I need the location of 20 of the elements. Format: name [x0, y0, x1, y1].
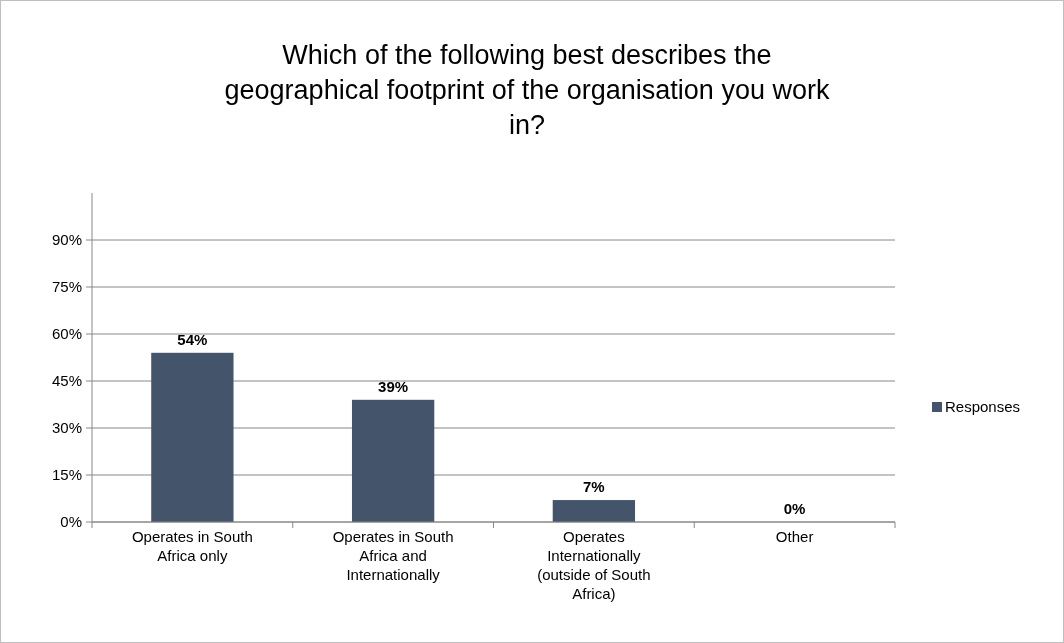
x-tick-label: Operates in South Africa only [131, 528, 253, 564]
y-tick-label: 0% [60, 513, 82, 531]
y-tick-label: 90% [51, 231, 82, 249]
y-tick-label: 15% [51, 466, 82, 484]
x-tick-label: Operates in South Africa and Internationally [332, 528, 454, 583]
legend-label: Responses [945, 398, 1021, 416]
data-label: 39% [378, 377, 409, 395]
y-tick-label: 30% [51, 419, 82, 437]
data-label: 0% [783, 500, 806, 517]
bar [351, 399, 435, 522]
chart-title: Which of the following best describes the geographical footprint of the organisation you work in? [224, 40, 830, 140]
y-tick-label: 45% [51, 372, 82, 390]
data-label: 7% [583, 478, 605, 496]
y-tick-label: 75% [51, 278, 82, 296]
y-tick-label: 60% [51, 325, 82, 343]
bar [151, 352, 234, 522]
x-tick-label: Operates Internationally (outside of South Africa) [537, 528, 651, 602]
bar [552, 500, 636, 522]
x-tick-label: Other [775, 528, 814, 545]
data-label: 54% [177, 330, 208, 348]
